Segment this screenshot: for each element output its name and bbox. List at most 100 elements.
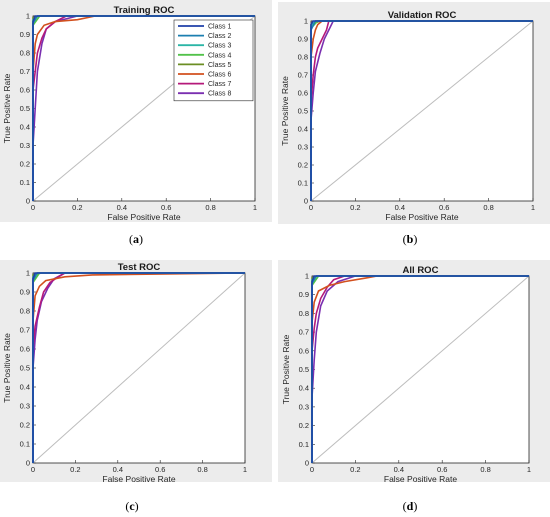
y-tick-label: 1 xyxy=(26,269,30,278)
y-tick-label: 1 xyxy=(304,17,308,26)
x-tick-label: 0 xyxy=(309,203,313,212)
x-tick-label: 0.2 xyxy=(72,203,82,212)
series-line-class-1 xyxy=(32,272,245,463)
legend-entry: Class 4 xyxy=(208,52,231,59)
y-tick-label: 0 xyxy=(26,197,30,206)
y-tick-label: 0.8 xyxy=(20,49,30,58)
y-tick-label: 0.3 xyxy=(299,402,309,411)
x-axis-label: False Positive Rate xyxy=(107,212,180,222)
y-tick-label: 0.9 xyxy=(20,288,30,297)
x-tick-label: 0.4 xyxy=(394,465,404,474)
y-tick-label: 0.3 xyxy=(20,402,30,411)
x-tick-label: 0.4 xyxy=(395,203,405,212)
y-tick-label: 0.7 xyxy=(299,328,309,337)
panel-caption: (b) xyxy=(403,232,418,246)
diagonal-reference-line xyxy=(310,20,534,202)
legend-entry: Class 1 xyxy=(208,24,231,31)
chart-title: Training ROC xyxy=(114,5,175,16)
series-line-class-1 xyxy=(310,20,533,201)
x-tick-label: 0.8 xyxy=(480,465,490,474)
y-tick-label: 0.6 xyxy=(20,86,30,95)
y-tick-label: 0.2 xyxy=(299,421,309,430)
y-tick-label: 0.2 xyxy=(298,161,308,170)
y-tick-label: 0.3 xyxy=(20,141,30,150)
x-tick-label: 0.2 xyxy=(70,465,80,474)
y-tick-label: 0.8 xyxy=(20,307,30,316)
y-axis-label: True Positive Rate xyxy=(280,76,290,146)
x-tick-label: 0.4 xyxy=(117,203,127,212)
y-tick-label: 1 xyxy=(305,272,309,281)
x-tick-label: 0.6 xyxy=(439,203,449,212)
x-tick-label: 0.6 xyxy=(161,203,171,212)
panel-caption: (d) xyxy=(403,499,418,513)
chart-title: Validation ROC xyxy=(388,10,457,21)
x-tick-label: 1 xyxy=(527,465,531,474)
legend: Class 1 Class 2 Class 3 Class 4 Class 5 Class… xyxy=(173,19,254,102)
panel-caption: (a) xyxy=(129,232,143,246)
y-tick-label: 0.4 xyxy=(20,123,30,132)
roc-panel-d: All ROC 0 0.2 0.4 0.6 0.8 1 0 0.1 0.2 0.3 0.4 0.5 0.6… xyxy=(278,260,550,513)
y-tick-label: 0.4 xyxy=(298,125,308,134)
chart-title: All ROC xyxy=(403,265,439,276)
x-tick-label: 0.8 xyxy=(205,203,215,212)
y-tick-label: 0.4 xyxy=(299,384,309,393)
roc-panel-a: Training ROC 0 0.2 0.4 0.6 0.8 1 0 0.1 0.2 0.3 0.4 0… xyxy=(0,0,272,246)
y-axis-label: True Positive Rate xyxy=(2,73,12,143)
panel-caption-letter: b xyxy=(407,232,414,246)
y-tick-label: 0.9 xyxy=(298,35,308,44)
y-tick-label: 0.5 xyxy=(20,364,30,373)
x-axis-label: False Positive Rate xyxy=(384,474,457,484)
y-tick-label: 0.5 xyxy=(20,104,30,113)
x-tick-label: 0 xyxy=(31,203,35,212)
y-tick-label: 0.6 xyxy=(20,345,30,354)
y-tick-label: 0.6 xyxy=(299,346,309,355)
x-tick-label: 0.2 xyxy=(350,465,360,474)
x-tick-label: 0.6 xyxy=(437,465,447,474)
y-tick-label: 0.5 xyxy=(298,107,308,116)
legend-entry: Class 8 xyxy=(208,91,231,98)
roc-panel-b: Validation ROC 0 0.2 0.4 0.6 0.8 1 0 0.1 0.2 0.3 0.… xyxy=(278,2,550,246)
y-tick-label: 0.1 xyxy=(20,178,30,187)
diagonal-reference-line xyxy=(32,272,246,464)
x-axis-label: False Positive Rate xyxy=(385,212,458,222)
legend-entry: Class 5 xyxy=(208,62,231,69)
y-tick-label: 0.8 xyxy=(299,309,309,318)
x-tick-label: 0.6 xyxy=(155,465,165,474)
x-tick-label: 0 xyxy=(31,465,35,474)
y-tick-label: 0.4 xyxy=(20,383,30,392)
y-tick-label: 0.1 xyxy=(298,179,308,188)
x-tick-label: 1 xyxy=(243,465,247,474)
x-tick-label: 1 xyxy=(253,203,257,212)
diagonal-reference-line xyxy=(311,275,530,464)
chart-title: Test ROC xyxy=(118,262,161,273)
y-tick-label: 0.9 xyxy=(299,290,309,299)
y-tick-label: 0.8 xyxy=(298,53,308,62)
x-tick-label: 0.8 xyxy=(197,465,207,474)
y-tick-label: 0.2 xyxy=(20,160,30,169)
legend-entry: Class 6 xyxy=(208,72,231,79)
x-tick-label: 0.4 xyxy=(113,465,123,474)
x-tick-label: 0.8 xyxy=(483,203,493,212)
y-tick-label: 0.2 xyxy=(20,421,30,430)
panel-caption-letter: d xyxy=(407,499,414,513)
x-axis-label: False Positive Rate xyxy=(102,474,175,484)
x-tick-label: 0 xyxy=(310,465,314,474)
y-tick-label: 1 xyxy=(26,12,30,21)
y-tick-label: 0 xyxy=(305,459,309,468)
x-tick-label: 0.2 xyxy=(350,203,360,212)
panel-caption: (c) xyxy=(125,499,138,513)
roc-panel-c: Test ROC 0 0.2 0.4 0.6 0.8 1 0 0.1 0.2 0.3 0.4 0.5 0.… xyxy=(0,260,272,513)
legend-entry: Class 3 xyxy=(208,43,231,50)
y-tick-label: 0.9 xyxy=(20,30,30,39)
y-tick-label: 0.5 xyxy=(299,365,309,374)
y-tick-label: 0.7 xyxy=(20,326,30,335)
y-tick-label: 0.1 xyxy=(299,440,309,449)
legend-entry: Class 7 xyxy=(208,81,231,88)
y-tick-label: 0.7 xyxy=(298,71,308,80)
panel-caption-letter: c xyxy=(129,499,135,513)
x-tick-label: 1 xyxy=(531,203,535,212)
y-axis-label: True Positive Rate xyxy=(281,334,291,404)
y-tick-label: 0.7 xyxy=(20,67,30,76)
series-line-class-1 xyxy=(311,275,529,463)
